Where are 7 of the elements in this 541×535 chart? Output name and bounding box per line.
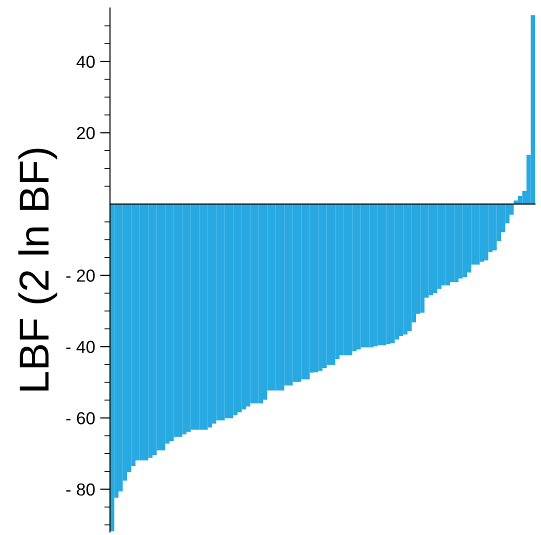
y-tick-label: - 20 <box>66 270 95 282</box>
y-tick-label: - 40 <box>66 340 95 354</box>
y-tick-label: - 80 <box>66 483 95 496</box>
y-tick-label: - 60 <box>66 412 95 424</box>
y-axis-title: LBF (2 ln BF) <box>18 148 58 390</box>
y-tick-label: 40 <box>76 56 95 68</box>
y-tick-label: 20 <box>76 126 95 140</box>
